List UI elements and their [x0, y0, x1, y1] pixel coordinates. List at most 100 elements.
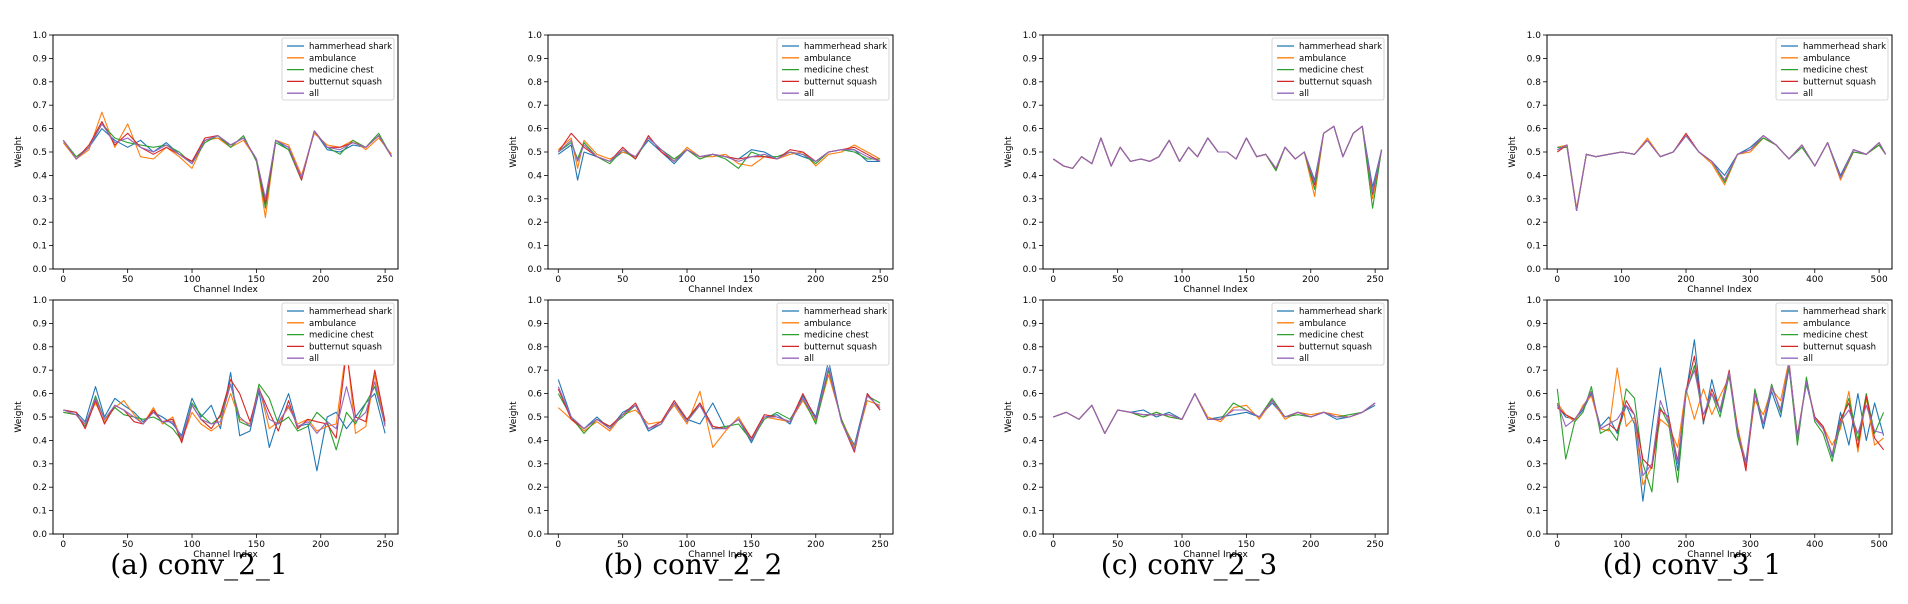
caption-b: (b) conv_2_2 [543, 548, 843, 581]
legend-box [1775, 302, 1889, 366]
y-tick-label: 0.4 [1527, 436, 1542, 446]
x-tick-label: 250 [377, 275, 394, 285]
x-tick-label: 0 [1050, 540, 1056, 550]
legend-label: hammerhead shark [1803, 42, 1886, 52]
y-axis-label: Weight [14, 136, 24, 168]
x-tick-label: 200 [807, 275, 824, 285]
y-tick-label: 0.7 [33, 101, 47, 111]
y-axis-label: Weight [1004, 136, 1014, 168]
x-axis-label: Channel Index [1687, 550, 1752, 560]
legend-label: ambulance [309, 319, 356, 329]
caption-d-tag: (d) [1602, 548, 1643, 581]
y-tick-label: 0.3 [33, 195, 47, 205]
series-line-all [1556, 362, 1884, 477]
legend-label: hammerhead shark [804, 307, 887, 317]
caption-a-tag: (a) [110, 548, 149, 581]
legend-label: butternut squash [309, 77, 382, 87]
series-line-ambulance [557, 374, 881, 448]
y-tick-label: 0.5 [1023, 413, 1037, 423]
series-line-all [557, 137, 881, 162]
legend-label: all [804, 89, 814, 99]
y-tick-label: 0.9 [528, 319, 543, 329]
y-tick-label: 1.0 [1527, 31, 1542, 41]
y-axis-label: Weight [1508, 401, 1518, 433]
y-tick-label: 0.2 [33, 218, 47, 228]
x-tick-label: 500 [1871, 275, 1888, 285]
legend-label: hammerhead shark [1299, 42, 1382, 52]
y-tick-label: 1.0 [528, 31, 543, 41]
x-tick-label: 50 [617, 540, 629, 550]
x-axis-label: Channel Index [1687, 285, 1752, 295]
y-tick-label: 0.2 [1023, 218, 1037, 228]
x-axis-label: Channel Index [1183, 550, 1248, 560]
plot-c-top: 0.0 0.1 0.2 0.3 0.4 0.5 0.6 0.7 0.8 0.9 1.0 0 50 100 1… [1004, 31, 1389, 295]
caption-b-name: conv_2_2 [652, 548, 783, 581]
y-axis-label: Weight [509, 136, 519, 168]
y-tick-label: 1.0 [33, 31, 48, 41]
x-axis-label: Channel Index [688, 285, 753, 295]
legend-box [776, 302, 890, 366]
legend-label: ambulance [1803, 319, 1850, 329]
legend-label: medicine chest [1299, 66, 1364, 76]
plot-frame [547, 299, 894, 535]
y-tick-label: 0.7 [33, 366, 47, 376]
y-tick-label: 0.9 [1023, 54, 1038, 64]
y-tick-label: 0.7 [1527, 366, 1541, 376]
x-tick-label: 200 [1302, 540, 1319, 550]
y-tick-label: 0.5 [33, 413, 47, 423]
y-tick-label: 0.8 [1023, 343, 1038, 353]
legend-label: all [804, 354, 814, 364]
y-tick-label: 0.2 [528, 483, 542, 493]
caption-c-tag: (c) [1100, 548, 1139, 581]
y-tick-label: 0.3 [1527, 460, 1541, 470]
y-tick-label: 0.6 [1527, 125, 1542, 135]
x-tick-label: 150 [743, 275, 760, 285]
x-tick-label: 300 [1742, 540, 1759, 550]
x-tick-label: 100 [678, 540, 695, 550]
x-tick-label: 150 [248, 540, 265, 550]
y-tick-label: 0.2 [1527, 218, 1541, 228]
legend-label: medicine chest [804, 331, 869, 341]
x-tick-label: 300 [1742, 275, 1759, 285]
legend-label: all [309, 89, 319, 99]
y-tick-label: 0.9 [1023, 319, 1038, 329]
x-tick-label: 100 [1173, 540, 1190, 550]
y-tick-label: 0.7 [1023, 101, 1037, 111]
legend-label: butternut squash [1803, 77, 1876, 87]
y-tick-label: 0.7 [1527, 101, 1541, 111]
x-tick-label: 100 [183, 275, 200, 285]
legend-box [1271, 302, 1385, 366]
x-tick-label: 250 [872, 540, 889, 550]
y-tick-label: 0.3 [528, 195, 542, 205]
y-tick-label: 0.6 [528, 125, 543, 135]
y-tick-label: 0.4 [528, 436, 543, 446]
caption-a-name: conv_2_1 [157, 548, 288, 581]
y-tick-label: 0.4 [1527, 171, 1542, 181]
legend-label: butternut squash [804, 342, 877, 352]
series-line-all [1053, 393, 1376, 434]
legend-label: all [309, 354, 319, 364]
x-tick-label: 0 [1554, 540, 1560, 550]
y-tick-label: 0.1 [528, 507, 542, 517]
x-tick-label: 200 [1302, 275, 1319, 285]
legend: hammerhead shark ambulance medicine chestb… [281, 302, 395, 366]
y-tick-label: 0.9 [1527, 319, 1542, 329]
y-tick-label: 0.3 [1023, 195, 1037, 205]
x-axis-label: Channel Index [193, 285, 258, 295]
y-axis-label: Weight [1508, 136, 1518, 168]
plot-b-bottom: 0.0 0.1 0.2 0.3 0.4 0.5 0.6 0.7 0.8 0.9 1.0 0 50 100 1… [509, 296, 894, 560]
x-tick-label: 200 [1677, 275, 1694, 285]
plot-a-top: 0.0 0.1 0.2 0.3 0.4 0.5 0.6 0.7 0.8 0.9 1.0 0 50 100 1… [14, 31, 399, 295]
y-tick-label: 0.0 [1023, 530, 1038, 540]
x-tick-label: 250 [1367, 540, 1384, 550]
x-tick-label: 400 [1806, 275, 1823, 285]
y-tick-label: 0.2 [528, 218, 542, 228]
legend: hammerhead shark ambulance medicine chestb… [1271, 302, 1385, 366]
x-axis-label: Channel Index [688, 550, 753, 560]
legend-label: ambulance [1803, 54, 1850, 64]
y-tick-label: 0.7 [528, 366, 542, 376]
y-tick-label: 0.3 [1023, 460, 1037, 470]
x-tick-label: 150 [1238, 275, 1255, 285]
legend-box [1775, 37, 1889, 101]
